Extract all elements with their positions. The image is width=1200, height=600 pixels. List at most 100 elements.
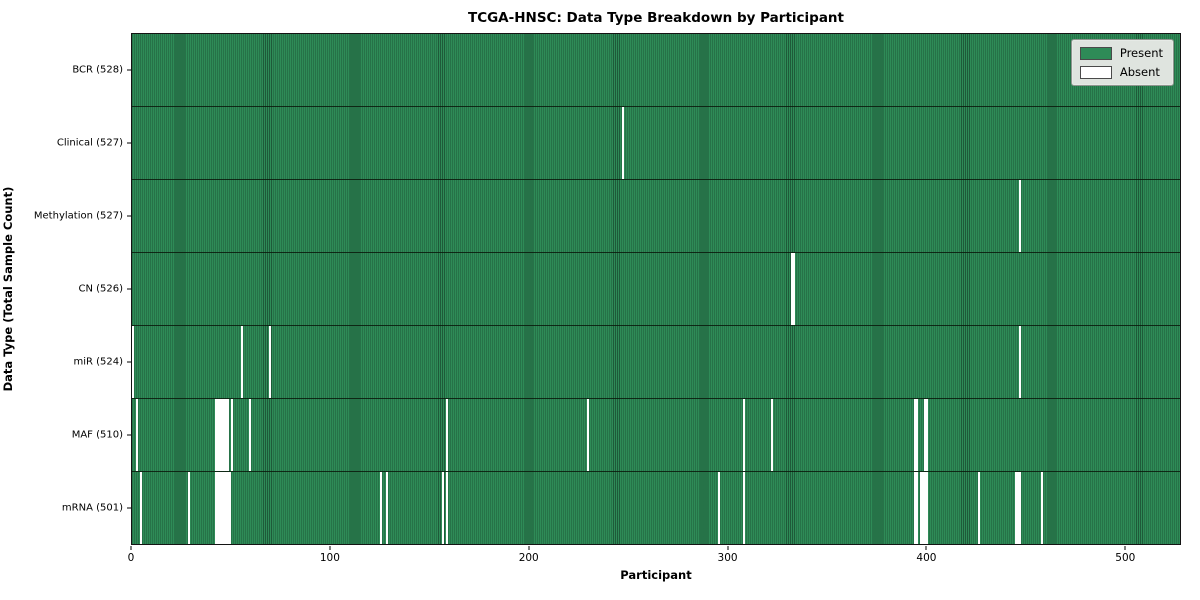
absent-cell bbox=[977, 472, 980, 544]
absent-cell bbox=[219, 472, 222, 544]
x-tick-label-400: 400 bbox=[916, 552, 937, 564]
absent-cell bbox=[586, 399, 589, 471]
x-tick-mark bbox=[1124, 546, 1126, 550]
x-tick-mark bbox=[727, 546, 729, 550]
legend-label-present: Present bbox=[1119, 46, 1163, 60]
absent-cell bbox=[223, 399, 226, 471]
absent-cell bbox=[215, 472, 218, 544]
absent-cell bbox=[914, 399, 916, 471]
absent-cell bbox=[923, 399, 926, 471]
absent-cell bbox=[215, 399, 218, 471]
absent-cell bbox=[227, 472, 230, 544]
absent-cell bbox=[1019, 180, 1022, 252]
presence-matrix bbox=[132, 34, 1180, 544]
absent-cell bbox=[221, 472, 224, 544]
absent-cell bbox=[225, 399, 228, 471]
x-tick-mark bbox=[130, 546, 132, 550]
absent-cell bbox=[386, 472, 389, 544]
absent-cell bbox=[139, 472, 142, 544]
present-swatch bbox=[1079, 46, 1112, 60]
x-tick-label-0: 0 bbox=[127, 552, 135, 564]
matrix-row-mrna bbox=[132, 472, 1180, 544]
absent-cell bbox=[792, 253, 795, 325]
y-tick-mark bbox=[127, 361, 131, 363]
absent-cell bbox=[916, 472, 918, 544]
absent-cell bbox=[925, 399, 928, 471]
x-tick-label-200: 200 bbox=[518, 552, 539, 564]
absent-cell bbox=[1019, 472, 1022, 544]
legend-entry-absent: Absent bbox=[1079, 65, 1163, 79]
absent-cell bbox=[914, 472, 916, 544]
absent-cell bbox=[221, 399, 224, 471]
y-tick-mark bbox=[127, 288, 131, 290]
matrix-row-cn bbox=[132, 253, 1180, 326]
y-tick-mark bbox=[127, 507, 131, 509]
y-tick-mark bbox=[127, 142, 131, 144]
y-tick-label-mrna: mRNA (501) bbox=[61, 502, 123, 514]
absent-cell bbox=[268, 326, 271, 398]
matrix-row-methylation bbox=[132, 180, 1180, 253]
y-tick-label-bcr: BCR (528) bbox=[72, 64, 123, 76]
absent-cell bbox=[380, 472, 383, 544]
x-tick-label-300: 300 bbox=[717, 552, 738, 564]
matrix-row-mir bbox=[132, 326, 1180, 399]
matrix-row-bcr bbox=[132, 34, 1180, 107]
x-tick-mark bbox=[925, 546, 927, 550]
plot-area: Present Absent bbox=[131, 33, 1181, 545]
y-tick-mark bbox=[127, 434, 131, 436]
absent-cell bbox=[923, 472, 926, 544]
absent-cell bbox=[1041, 472, 1044, 544]
absent-cell bbox=[231, 399, 234, 471]
y-tick-label-clinical: Clinical (527) bbox=[56, 137, 123, 149]
absent-cell bbox=[743, 472, 746, 544]
absent-cell bbox=[919, 472, 922, 544]
absent-cell bbox=[135, 399, 138, 471]
y-tick-label-maf: MAF (510) bbox=[71, 429, 123, 441]
absent-cell bbox=[223, 472, 226, 544]
absent-cell bbox=[925, 472, 928, 544]
absent-cell bbox=[187, 472, 190, 544]
x-tick-mark bbox=[528, 546, 530, 550]
x-axis-label: Participant bbox=[620, 568, 692, 582]
absent-cell bbox=[249, 399, 252, 471]
absent-cell bbox=[441, 472, 444, 544]
absent-cell bbox=[132, 326, 134, 398]
absent-cell bbox=[743, 399, 746, 471]
matrix-row-clinical bbox=[132, 107, 1180, 180]
absent-cell bbox=[219, 399, 222, 471]
matrix-row-maf bbox=[132, 399, 1180, 472]
absent-cell bbox=[771, 399, 774, 471]
absent-cell bbox=[445, 472, 448, 544]
x-tick-mark bbox=[329, 546, 331, 550]
absent-cell bbox=[1015, 472, 1018, 544]
absent-cell bbox=[229, 472, 232, 544]
absent-cell bbox=[227, 399, 230, 471]
absent-cell bbox=[790, 253, 793, 325]
legend-entry-present: Present bbox=[1079, 46, 1163, 60]
legend: Present Absent bbox=[1070, 39, 1174, 86]
absent-cell bbox=[1019, 326, 1022, 398]
x-tick-label-500: 500 bbox=[1115, 552, 1136, 564]
absent-cell bbox=[1017, 472, 1020, 544]
y-tick-mark bbox=[127, 69, 131, 71]
absent-cell bbox=[921, 472, 924, 544]
absent-cell bbox=[717, 472, 720, 544]
x-tick-label-100: 100 bbox=[319, 552, 340, 564]
absent-cell bbox=[241, 326, 244, 398]
absent-swatch bbox=[1079, 65, 1112, 79]
absent-cell bbox=[622, 107, 625, 179]
absent-cell bbox=[217, 472, 220, 544]
y-axis: BCR (528) Clinical (527) Methylation (527)… bbox=[0, 33, 131, 545]
y-tick-mark bbox=[127, 215, 131, 217]
absent-cell bbox=[217, 399, 220, 471]
chart-title: TCGA-HNSC: Data Type Breakdown by Partic… bbox=[467, 10, 844, 26]
y-tick-label-cn: CN (526) bbox=[78, 283, 123, 295]
legend-label-absent: Absent bbox=[1119, 65, 1160, 79]
y-tick-label-mir: miR (524) bbox=[73, 356, 123, 368]
y-tick-label-methylation: Methylation (527) bbox=[33, 210, 123, 222]
absent-cell bbox=[225, 472, 228, 544]
absent-cell bbox=[916, 399, 918, 471]
absent-cell bbox=[445, 399, 448, 471]
x-axis: 0 100 200 300 400 500 bbox=[127, 545, 1181, 575]
